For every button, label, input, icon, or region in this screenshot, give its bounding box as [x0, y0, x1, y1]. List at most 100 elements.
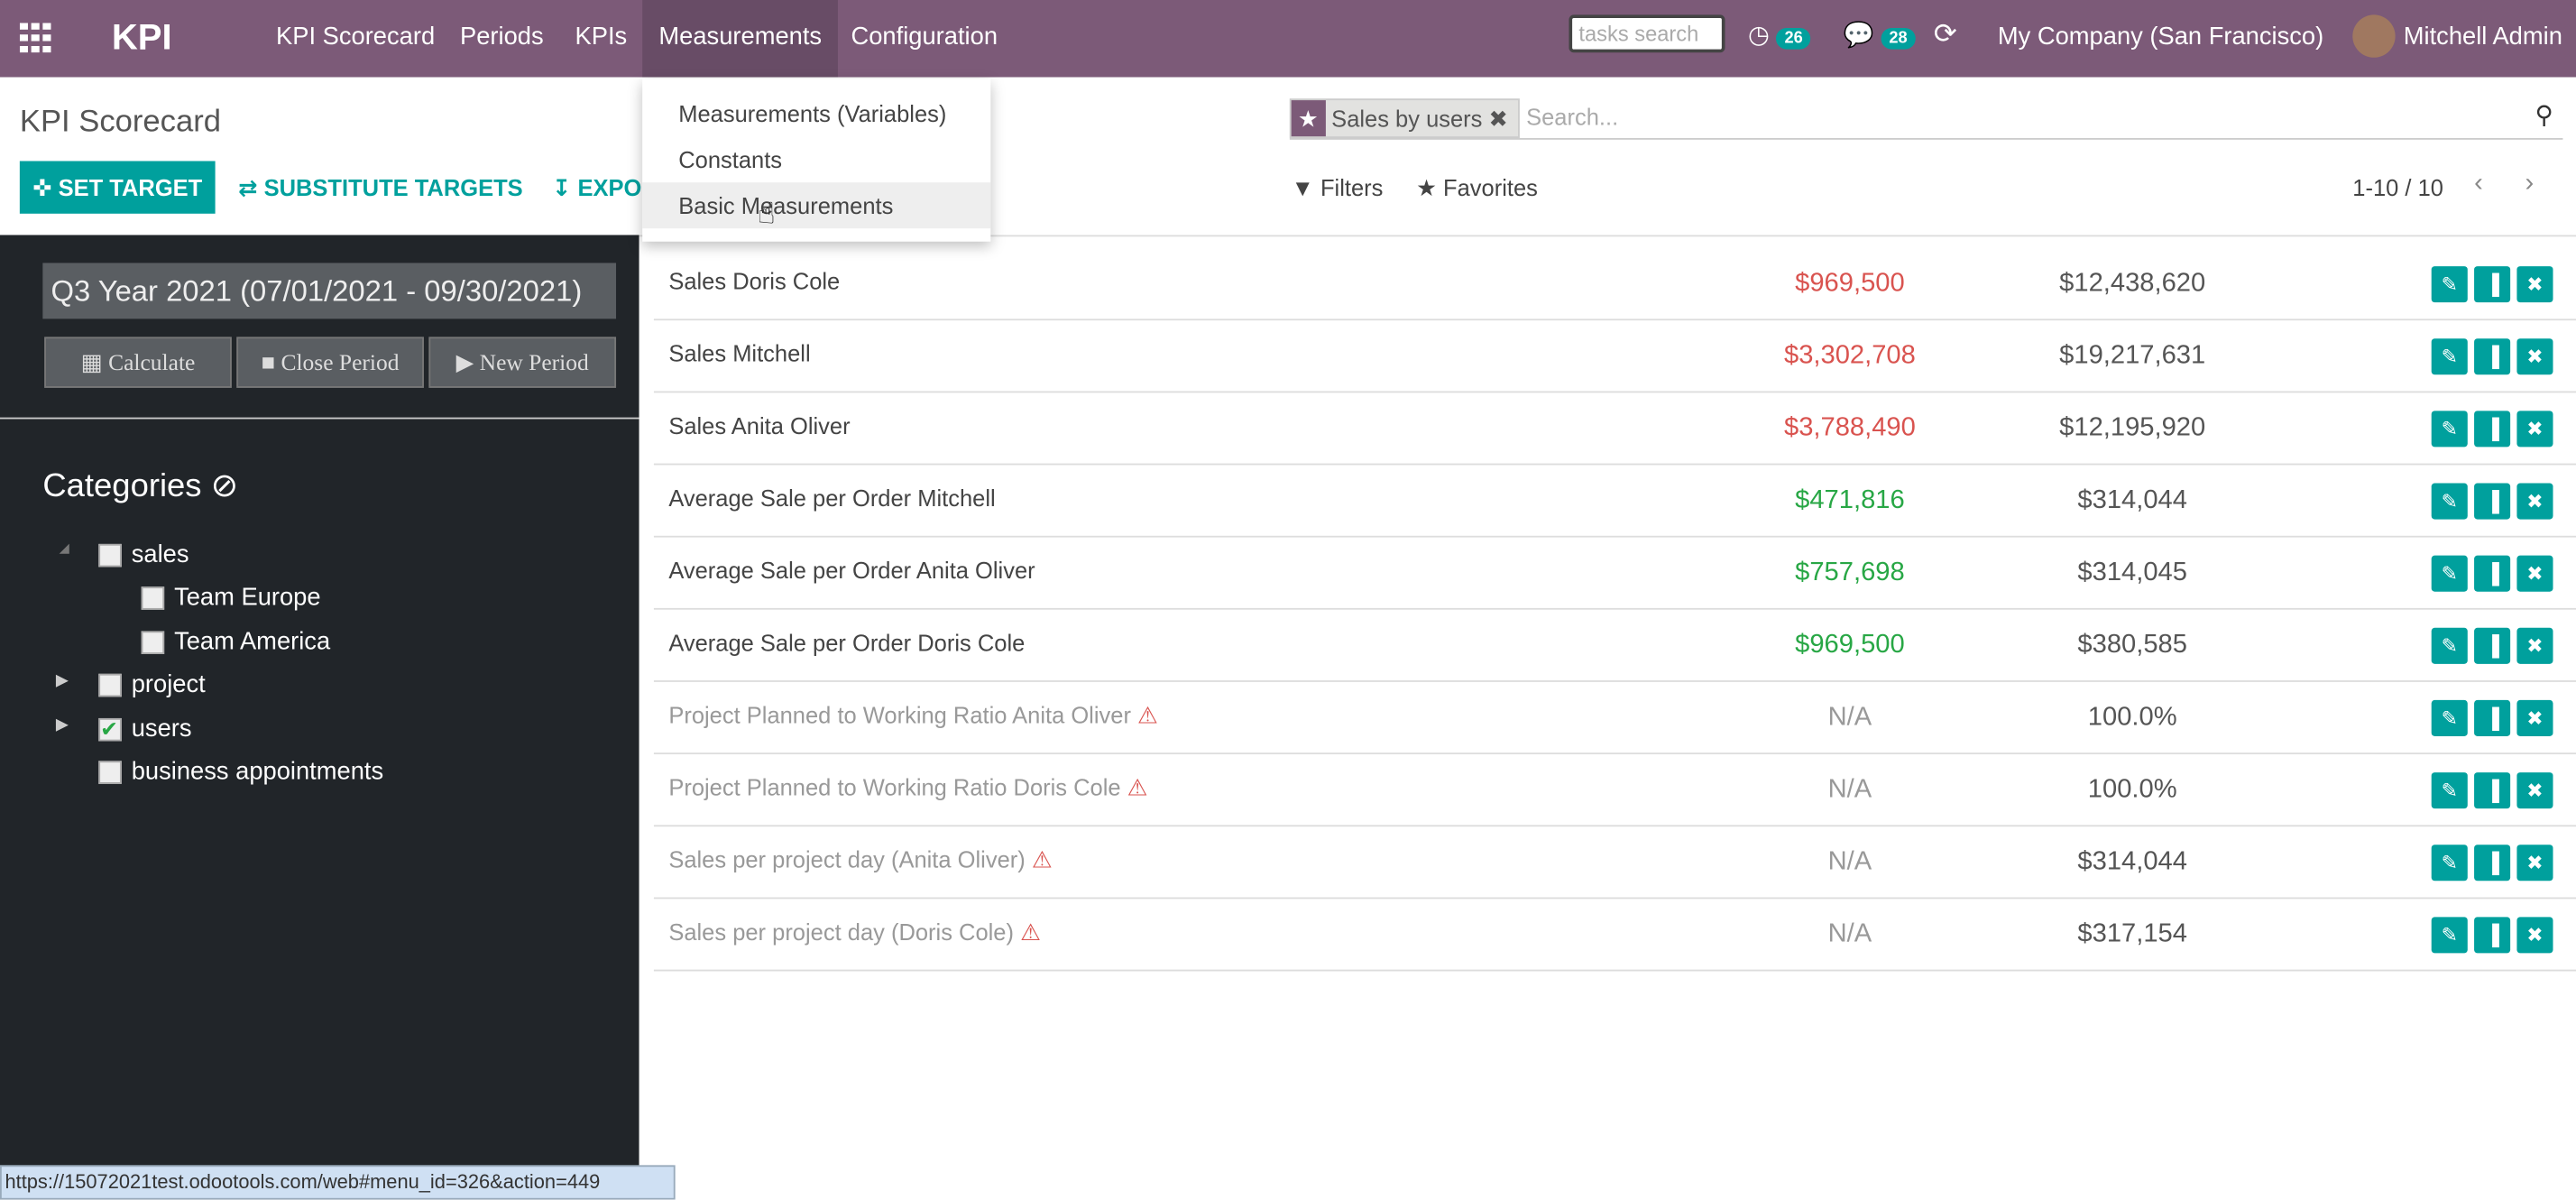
delete-button[interactable]: ✖: [2516, 699, 2553, 736]
edit-button[interactable]: ✎: [2431, 627, 2468, 664]
table-row[interactable]: Sales per project day (Anita Oliver) ⚠ N/…: [653, 826, 2576, 900]
table-row[interactable]: Average Sale per Order Doris Cole $969,50…: [653, 610, 2576, 682]
menu-item[interactable]: Measurements: [642, 0, 839, 78]
warning-icon: ⚠: [1025, 846, 1053, 873]
period-button[interactable]: ▦ Calculate: [44, 337, 232, 388]
expand-toggle[interactable]: ▶: [55, 672, 69, 691]
menu-item[interactable]: Periods: [460, 23, 544, 51]
table-row[interactable]: Average Sale per Order Mitchell $471,816 $…: [653, 465, 2576, 538]
kpi-name: Average Sale per Order Mitchell: [668, 485, 996, 512]
checkbox[interactable]: [98, 543, 122, 568]
chart-button[interactable]: ▐: [2474, 917, 2511, 954]
delete-button[interactable]: ✖: [2516, 338, 2553, 375]
apps-icon[interactable]: [19, 23, 52, 53]
delete-button[interactable]: ✖: [2516, 483, 2553, 520]
menu-item[interactable]: Configuration: [851, 23, 998, 51]
period-select[interactable]: Q3 Year 2021 (07/01/2021 - 09/30/2021): [42, 263, 617, 319]
filters[interactable]: ▼ Filters: [1291, 174, 1384, 201]
edit-button[interactable]: ✎: [2431, 483, 2468, 520]
tasks-search[interactable]: tasks search: [1569, 14, 1725, 53]
delete-button[interactable]: ✖: [2516, 555, 2553, 592]
period-button[interactable]: ▶ New Period: [428, 337, 617, 388]
delete-button[interactable]: ✖: [2516, 627, 2553, 664]
button-label: SET TARGET: [58, 174, 203, 201]
target-value: 100.0%: [2087, 775, 2177, 804]
table-row[interactable]: Sales per project day (Doris Cole) ⚠ N/A $…: [653, 899, 2576, 972]
dropdown-item[interactable]: Constants: [678, 146, 783, 173]
delete-button[interactable]: ✖: [2516, 845, 2553, 882]
category-label[interactable]: project: [131, 670, 206, 699]
chart-button[interactable]: ▐: [2474, 338, 2511, 375]
delete-button[interactable]: ✖: [2516, 772, 2553, 809]
separator: [0, 417, 639, 420]
delete-button[interactable]: ✖: [2516, 917, 2553, 954]
pager-next[interactable]: ›: [2525, 169, 2535, 198]
activity[interactable]: ◷ 26: [1748, 20, 1811, 50]
activity-badge: 26: [1776, 27, 1811, 50]
dropdown-item[interactable]: Basic Measurements: [642, 182, 991, 229]
dropdown-item[interactable]: Measurements (Variables): [678, 100, 947, 127]
edit-button[interactable]: ✎: [2431, 772, 2468, 809]
table-row[interactable]: Sales Mitchell $3,302,708 $19,217,631 ✎ ▐ ✖: [653, 320, 2576, 393]
edit-button[interactable]: ✎: [2431, 917, 2468, 954]
chart-button[interactable]: ▐: [2474, 483, 2511, 520]
edit-button[interactable]: ✎: [2431, 338, 2468, 375]
set-target-button[interactable]: ✜ SET TARGET: [19, 161, 216, 214]
pager-prev[interactable]: ‹: [2474, 169, 2483, 198]
actual-value: N/A: [1827, 775, 1872, 804]
kpi-name: Sales per project day (Doris Cole) ⚠: [668, 918, 1041, 946]
chart-button[interactable]: ▐: [2474, 266, 2511, 303]
table-row[interactable]: Project Planned to Working Ratio Anita O…: [653, 682, 2576, 755]
avatar[interactable]: [2352, 14, 2396, 58]
chart-button[interactable]: ▐: [2474, 627, 2511, 664]
table-row[interactable]: Sales Anita Oliver $3,788,490 $12,195,920 ✎…: [653, 392, 2576, 466]
checkbox[interactable]: [98, 761, 122, 784]
period-button[interactable]: ■ Close Period: [236, 337, 424, 388]
messages[interactable]: 💬 28: [1844, 20, 1916, 50]
chart-button[interactable]: ▐: [2474, 699, 2511, 736]
category-label[interactable]: business appointments: [131, 757, 384, 786]
company[interactable]: My Company (San Francisco): [1997, 23, 2324, 51]
user[interactable]: Mitchell Admin: [2403, 23, 2562, 51]
edit-button[interactable]: ✎: [2431, 411, 2468, 448]
delete-button[interactable]: ✖: [2516, 411, 2553, 448]
chart-button[interactable]: ▐: [2474, 411, 2511, 448]
target-value: 100.0%: [2087, 703, 2177, 732]
substitute-button[interactable]: ⇄ SUBSTITUTE TARGETS: [238, 174, 523, 201]
favorites[interactable]: ★ Favorites: [1416, 174, 1538, 201]
menu-item[interactable]: KPIs: [575, 23, 628, 51]
checkbox[interactable]: [98, 674, 122, 697]
checkbox[interactable]: [141, 631, 165, 654]
table-row[interactable]: Average Sale per Order Anita Oliver $757,…: [653, 538, 2576, 610]
search-placeholder: Search...: [1526, 103, 1619, 130]
warning-icon: ⚠: [1013, 918, 1041, 946]
search-icon[interactable]: ⚲: [2535, 101, 2553, 130]
chart-button[interactable]: ▐: [2474, 555, 2511, 592]
checkbox[interactable]: ✔: [98, 717, 122, 741]
button-label: Close Period: [281, 351, 400, 377]
checkbox[interactable]: [141, 586, 165, 611]
delete-button[interactable]: ✖: [2516, 266, 2553, 303]
category-label[interactable]: sales: [131, 540, 189, 569]
cursor: ☝: [757, 197, 776, 230]
chart-button[interactable]: ▐: [2474, 772, 2511, 809]
expand-toggle[interactable]: ◢: [59, 540, 69, 556]
edit-button[interactable]: ✎: [2431, 845, 2468, 882]
edit-button[interactable]: ✎: [2431, 266, 2468, 303]
chart-button[interactable]: ▐: [2474, 845, 2511, 882]
target-value: $12,195,920: [2059, 414, 2206, 442]
category-label[interactable]: Team Europe: [174, 584, 321, 613]
table-row[interactable]: Sales Doris Cole $969,500 $12,438,620 ✎ ▐ ✖: [653, 248, 2576, 321]
category-label[interactable]: Team America: [174, 627, 331, 656]
menu-item[interactable]: KPI Scorecard: [276, 23, 436, 51]
target-value: $12,438,620: [2059, 269, 2206, 298]
categories-label: Categories: [42, 468, 202, 505]
table-row[interactable]: Project Planned to Working Ratio Doris C…: [653, 754, 2576, 827]
expand-toggle[interactable]: ▶: [55, 715, 69, 734]
search-bar[interactable]: ★ Sales by users ✖ Search... ⚲: [1289, 98, 2563, 140]
edit-button[interactable]: ✎: [2431, 699, 2468, 736]
edit-button[interactable]: ✎: [2431, 555, 2468, 592]
refresh-icon[interactable]: ⟳: [1933, 18, 1957, 50]
category-label[interactable]: users: [131, 714, 192, 743]
